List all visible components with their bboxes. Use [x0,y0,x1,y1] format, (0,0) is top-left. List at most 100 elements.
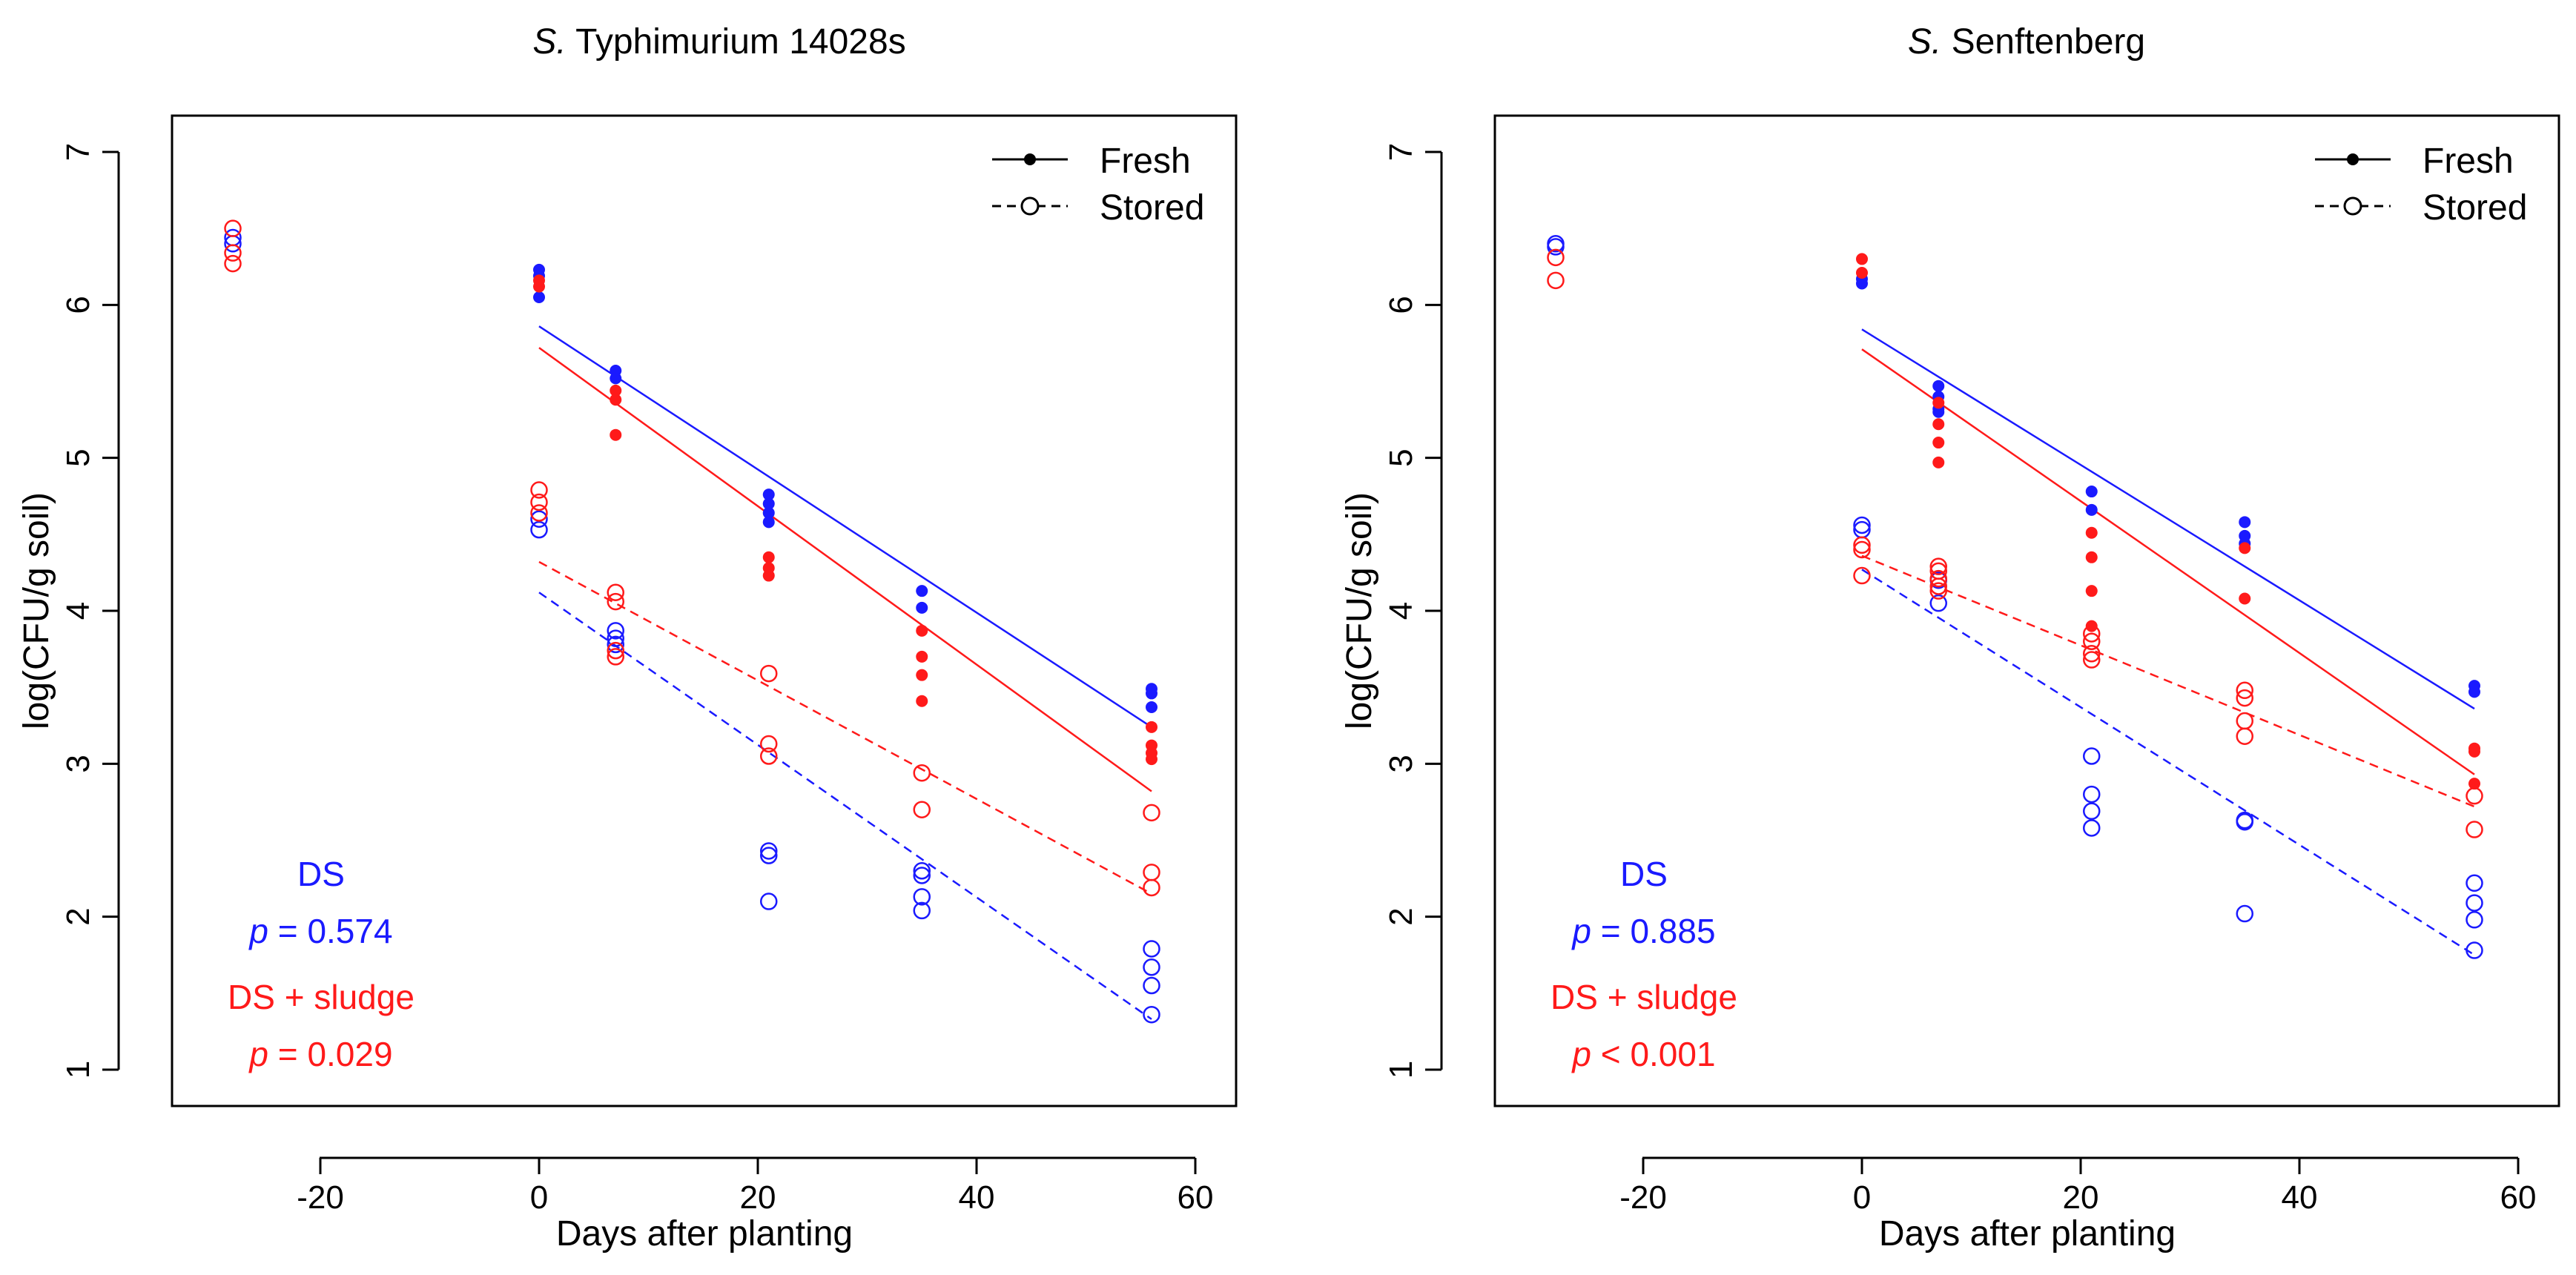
y-tick-label: 2 [60,907,96,925]
data-point-ds-stored [1929,594,1947,612]
data-point-ds-fresh [1146,701,1157,713]
x-axis-label: Days after planting [556,1214,853,1254]
data-point-sludge-stored [1853,566,1871,585]
data-point-sludge-fresh [762,551,775,563]
data-point-sludge-fresh [1856,267,1868,279]
data-point-sludge-fresh [2085,526,2098,539]
annotation-ds: DS [1620,855,1668,893]
y-tick-label: 7 [1383,143,1419,161]
data-point-ds-fresh [916,601,928,614]
data-point-sludge-stored [1853,540,1871,559]
data-point-sludge-fresh [610,384,622,397]
x-tick-label: 20 [740,1179,776,1216]
x-axis: -20 0 20 40 60 Days after planting [1619,1156,2536,1254]
data-point-ds-stored [2236,812,2253,831]
x-tick-label: 40 [2282,1179,2318,1216]
data-point-sludge-fresh [2239,542,2251,554]
x-tick-label: 40 [959,1179,995,1216]
data-point-sludge-fresh [1146,721,1157,733]
y-tick-label: 5 [1383,448,1419,466]
data-points [224,219,1160,1024]
data-point-ds-fresh [533,291,545,304]
legend-stored-label: Stored [1100,188,1204,228]
fit-line-ds-fresh [1861,328,2475,710]
fit-line-sludge-fresh [538,347,1152,792]
data-point-sludge-stored [224,219,242,237]
data-point-sludge-stored [2236,712,2253,730]
data-point-sludge-fresh [916,650,928,663]
data-point-sludge-stored [1929,569,1947,588]
legend-fresh-marker [1024,153,1036,165]
data-point-sludge-stored [530,504,548,522]
data-point-ds-fresh [610,372,622,385]
data-point-ds-stored [913,867,931,884]
fit-line-sludge-stored [538,560,1152,895]
chart-panel-senftenberg: S. Senftenberg 1 2 3 4 5 6 7 log(CFU/g soil) -… [1340,22,2560,1254]
data-point-sludge-fresh [2085,551,2098,563]
data-point-sludge-stored [530,481,548,499]
x-tick-label: -20 [1619,1179,1667,1216]
legend-stored-marker [1020,196,1040,216]
data-point-ds-stored [760,842,778,860]
data-point-sludge-stored [607,583,624,601]
y-tick-label: 6 [1383,296,1419,314]
data-point-sludge-stored [2236,689,2253,707]
data-points [1547,235,2483,959]
data-point-sludge-fresh [1932,456,1945,468]
data-point-ds-fresh [916,585,928,597]
legend: Fresh Stored [992,142,1204,228]
data-point-sludge-stored [1929,557,1947,575]
data-point-sludge-stored [760,747,778,765]
y-tick-label: 2 [1383,907,1419,925]
data-point-sludge-stored [2466,821,2483,838]
data-point-ds-stored [2083,819,2101,837]
x-axis-label: Days after planting [1879,1214,2176,1254]
data-point-sludge-fresh [1932,418,1945,431]
data-point-sludge-stored [760,735,778,753]
data-point-sludge-stored [760,664,778,683]
legend-fresh-marker [2347,153,2359,165]
data-point-ds-stored [913,862,931,880]
data-point-ds-stored [760,847,778,864]
chart-panel-typhimurium: S. Typhimurium 14028s 1 2 3 4 5 6 7 log(CFU/g … [17,22,1238,1254]
data-point-ds-fresh [2239,516,2251,529]
data-point-ds-stored [760,892,778,910]
annotation-sludge-p: p = 0.029 [248,1035,392,1073]
data-point-sludge-stored [2083,632,2101,651]
data-point-sludge-fresh [916,695,928,707]
data-point-sludge-fresh [533,280,545,293]
data-point-ds-fresh [1932,405,1945,418]
legend: Fresh Stored [2315,142,2527,228]
y-axis: 1 2 3 4 5 6 7 log(CFU/g soil) [17,143,120,1079]
data-point-ds-stored [2466,894,2483,912]
y-axis-label: log(CFU/g soil) [1340,492,1379,729]
annotation-ds-p: p = 0.574 [248,912,392,950]
data-point-sludge-stored [607,641,624,660]
data-point-sludge-stored [224,244,242,262]
data-point-sludge-fresh [762,569,775,582]
annotation-sludge: DS + sludge [1550,978,1737,1016]
data-point-sludge-stored [530,493,548,511]
x-tick-label: -20 [297,1179,344,1216]
annotation-sludge-p: p < 0.001 [1571,1035,1715,1073]
data-point-ds-stored [1143,1005,1160,1024]
data-point-ds-stored [607,622,624,640]
data-point-sludge-fresh [916,669,928,681]
data-point-ds-stored [2466,874,2483,892]
fit-lines [1861,328,2475,956]
data-point-ds-stored [530,520,548,539]
data-point-sludge-stored [2083,625,2101,643]
data-point-sludge-stored [1143,804,1160,822]
plot-frame [171,114,1238,1107]
annotation-ds: DS [297,855,345,893]
data-point-ds-stored [1547,238,1565,256]
y-tick-label: 4 [1383,602,1419,620]
data-point-ds-stored [607,629,624,647]
data-point-ds-stored [530,510,548,528]
data-point-sludge-fresh [1146,753,1157,766]
data-point-sludge-stored [1929,582,1947,600]
data-point-ds-stored [2236,904,2253,923]
data-point-sludge-stored [607,592,624,611]
y-tick-label: 1 [1383,1061,1419,1079]
data-point-ds-stored [2083,802,2101,821]
